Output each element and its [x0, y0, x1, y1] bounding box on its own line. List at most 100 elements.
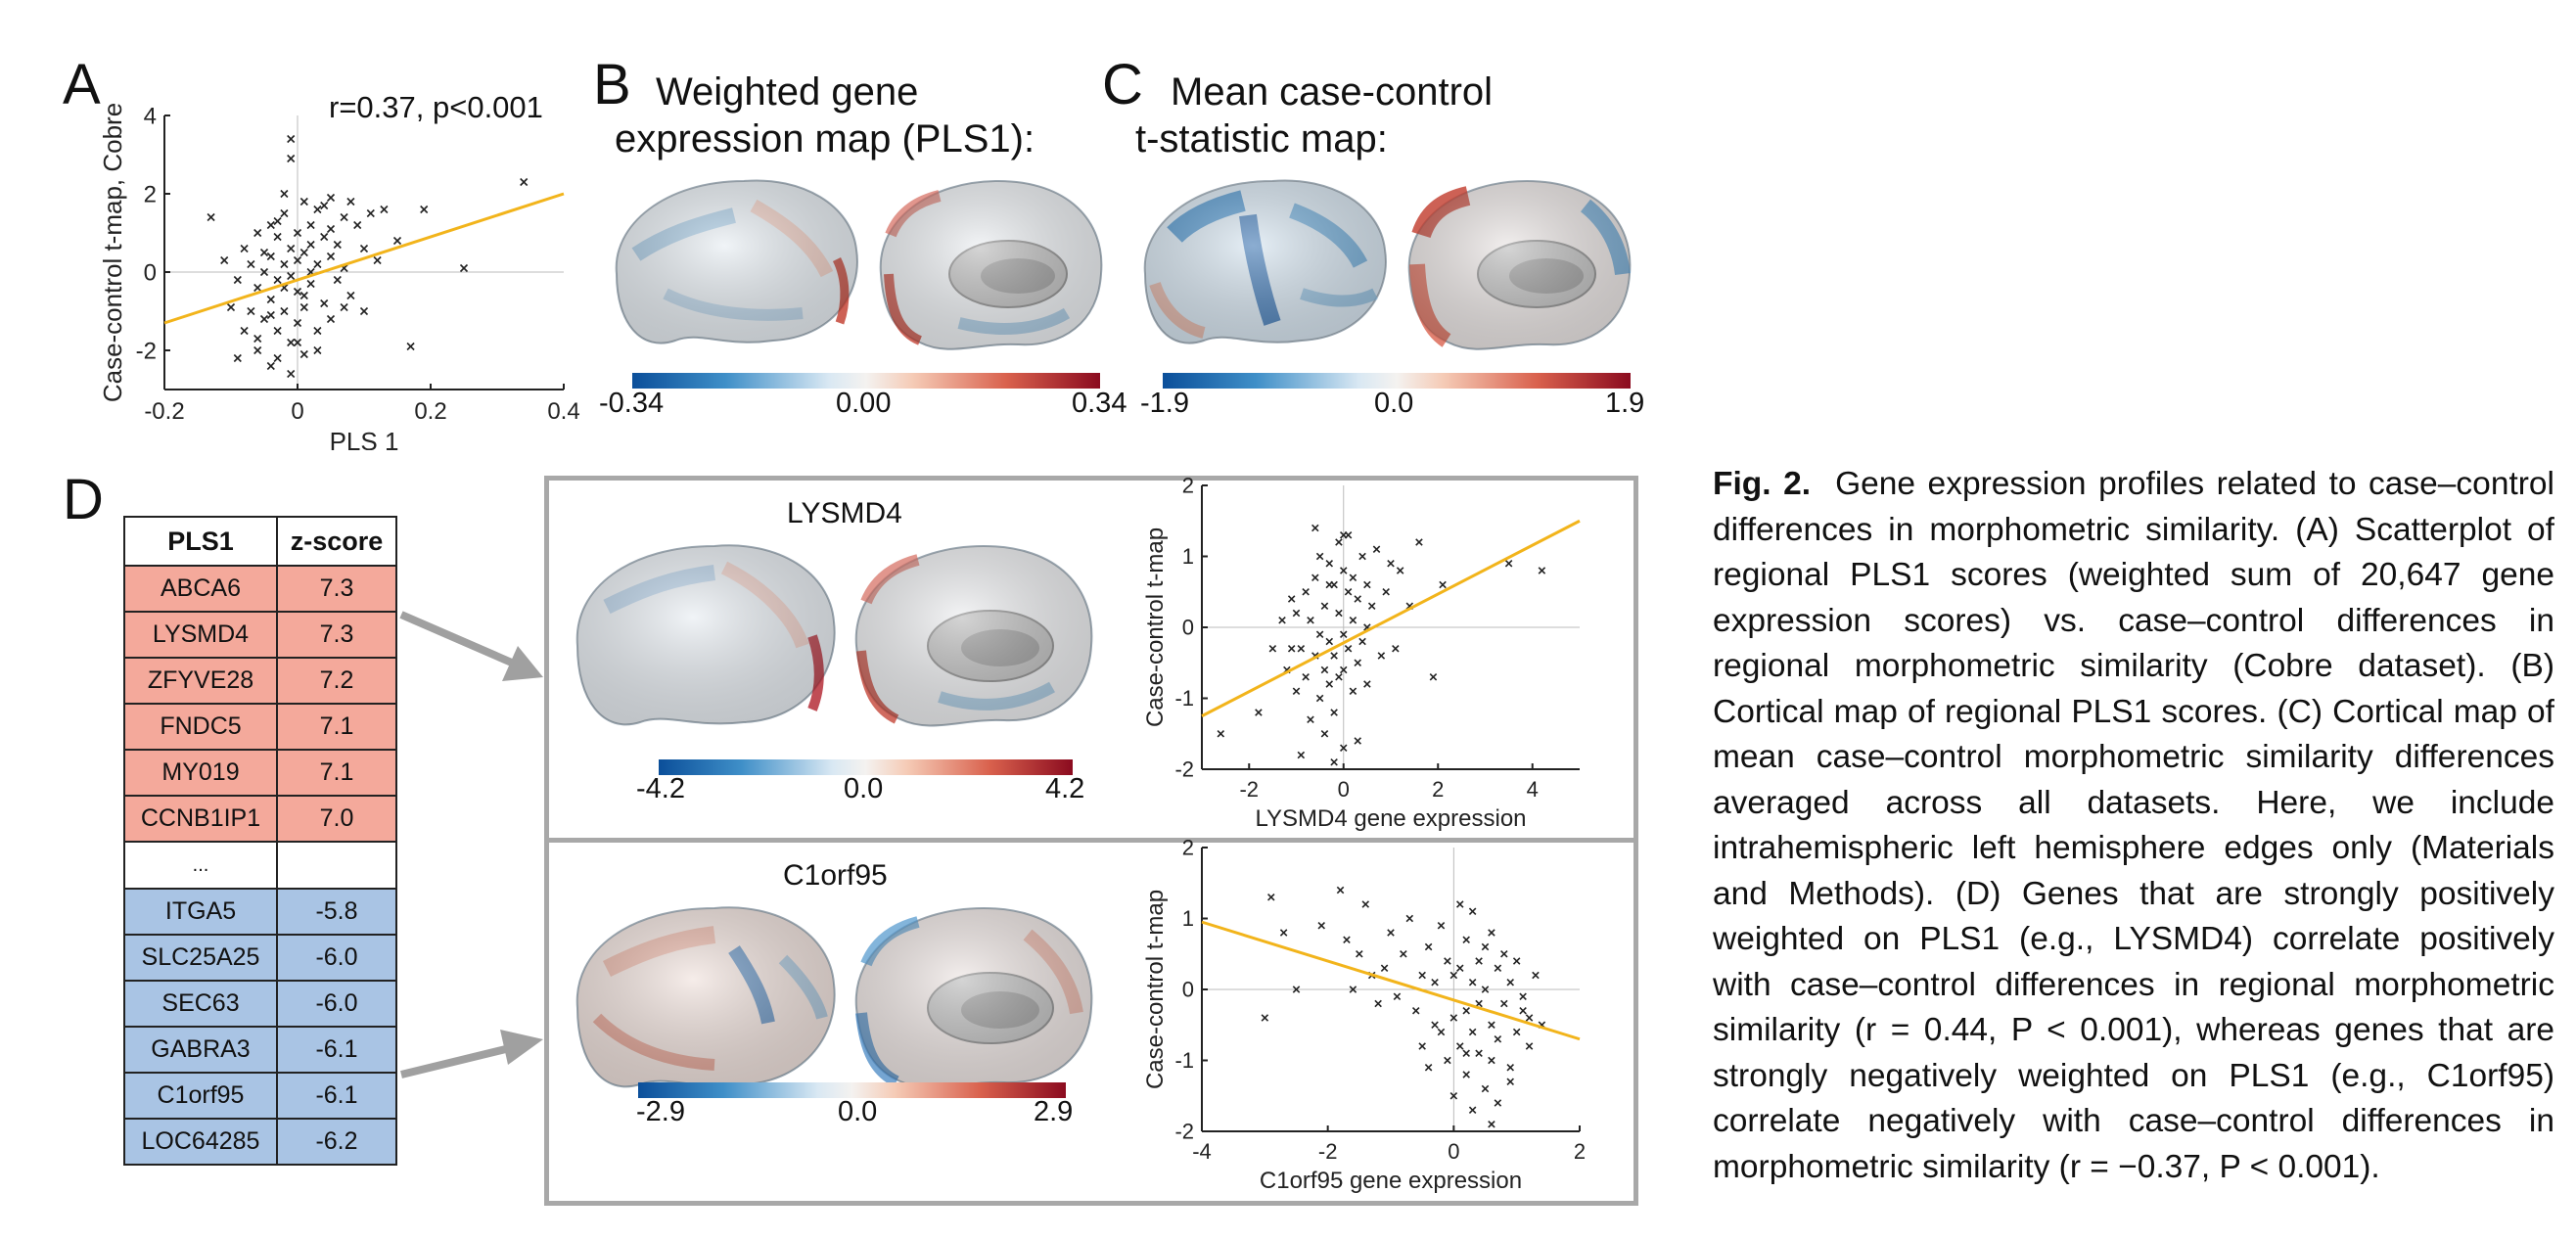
table-row: LOC64285 -6.2 [123, 1118, 397, 1166]
x-tick-label: 2 [1432, 777, 1444, 802]
data-point [1494, 1034, 1502, 1043]
data-point [1500, 949, 1508, 958]
data-point [280, 259, 289, 269]
y-tick-label: 4 [144, 103, 157, 129]
panel-c-colorbar-min: -1.9 [1140, 388, 1189, 419]
panel-b-lateral-brain [615, 179, 858, 344]
y-axis-label: Case-control t-map, Cobre [98, 103, 127, 402]
gene-name: ABCA6 [123, 565, 278, 613]
data-point [346, 197, 355, 206]
data-point [273, 232, 282, 242]
x-axis-label: LYSMD4 gene expression [1255, 805, 1526, 832]
data-point [1488, 1120, 1495, 1128]
data-point [266, 310, 275, 320]
data-point [1411, 1006, 1420, 1015]
panel-c-title-line1: Mean case-control [1171, 70, 1494, 114]
data-point [1344, 587, 1353, 596]
data-point [1339, 665, 1348, 674]
c1orf95-medial-brain [854, 906, 1093, 1089]
ellipsis-cell-empty [276, 841, 397, 890]
gene-zscore: 7.2 [276, 657, 397, 705]
data-point [293, 338, 302, 347]
data-point [1462, 1006, 1470, 1015]
data-point [259, 314, 269, 324]
data-point [1339, 630, 1348, 639]
data-point [1488, 1021, 1495, 1030]
data-point [1330, 757, 1338, 766]
data-point [1488, 1056, 1495, 1065]
data-point [1437, 921, 1446, 930]
data-point [1506, 1063, 1514, 1072]
data-point [1449, 1091, 1458, 1100]
fit-line [1201, 920, 1581, 1041]
data-point [1297, 751, 1306, 759]
data-point [1363, 680, 1371, 688]
data-point [240, 244, 249, 253]
panel-b-brain-maps [615, 179, 1103, 350]
c1orf95-colorbar-max: 2.9 [1034, 1096, 1074, 1127]
data-point [1468, 907, 1477, 916]
gene-name: GABRA3 [123, 1026, 278, 1074]
data-point [1339, 530, 1348, 539]
data-point [1367, 602, 1376, 611]
y-tick-label: 2 [1182, 840, 1194, 860]
data-point [392, 236, 402, 246]
data-point [253, 334, 262, 344]
data-point [1302, 587, 1310, 596]
panel-c-colorbar-mid: 0.0 [1374, 388, 1414, 419]
data-point [313, 326, 322, 336]
panel-b-medial-brain [879, 179, 1103, 350]
panel-b-colorbar-min: -0.34 [599, 388, 665, 419]
data-point [1311, 574, 1319, 582]
data-point [1363, 580, 1371, 589]
y-tick-label: 1 [1182, 906, 1194, 931]
data-point [459, 263, 469, 273]
x-tick-label: -4 [1192, 1139, 1212, 1164]
data-point [1504, 559, 1513, 568]
x-axis-label: C1orf95 gene expression [1260, 1168, 1522, 1194]
data-point [1481, 986, 1490, 993]
data-point [1494, 1099, 1502, 1107]
data-point [1255, 709, 1263, 716]
data-point [1349, 616, 1357, 624]
c1orf95-box-title: C1orf95 [783, 859, 888, 892]
panel-letter-c: C [1102, 53, 1143, 116]
data-point [273, 326, 282, 336]
data-point [273, 216, 282, 226]
gene-name: SEC63 [123, 980, 278, 1028]
caption-label: Fig. 2. [1713, 466, 1812, 502]
data-point [1343, 936, 1351, 944]
data-point [1339, 744, 1348, 753]
data-point [313, 205, 322, 214]
data-point [1512, 957, 1521, 965]
fit-line [1201, 519, 1581, 717]
data-point [333, 240, 342, 250]
c1orf95-colorbar [638, 1082, 1066, 1098]
data-point [299, 197, 308, 206]
data-point [220, 255, 229, 265]
data-point [1354, 595, 1361, 603]
panel-c-medial-brain [1407, 179, 1632, 350]
data-point [1330, 652, 1338, 660]
data-point [1302, 672, 1310, 681]
data-point [1387, 929, 1395, 937]
y-tick-label: -2 [136, 338, 157, 364]
data-point [359, 306, 369, 316]
data-point [1387, 559, 1395, 568]
data-point [280, 208, 289, 218]
figure-caption: Fig. 2. Gene expression profiles related… [1713, 462, 2554, 1190]
data-point [287, 244, 296, 253]
data-point [1377, 652, 1386, 660]
y-tick-label: -2 [1174, 1120, 1194, 1144]
data-point [240, 326, 249, 336]
data-point [1468, 1028, 1477, 1036]
data-point [346, 291, 355, 300]
data-point [333, 275, 342, 285]
gene-zscore: -6.0 [276, 980, 397, 1028]
data-point [1268, 644, 1277, 653]
data-point [1382, 587, 1390, 596]
data-point [299, 291, 308, 300]
lysmd4-colorbar [659, 759, 1073, 775]
data-point [1418, 971, 1426, 980]
